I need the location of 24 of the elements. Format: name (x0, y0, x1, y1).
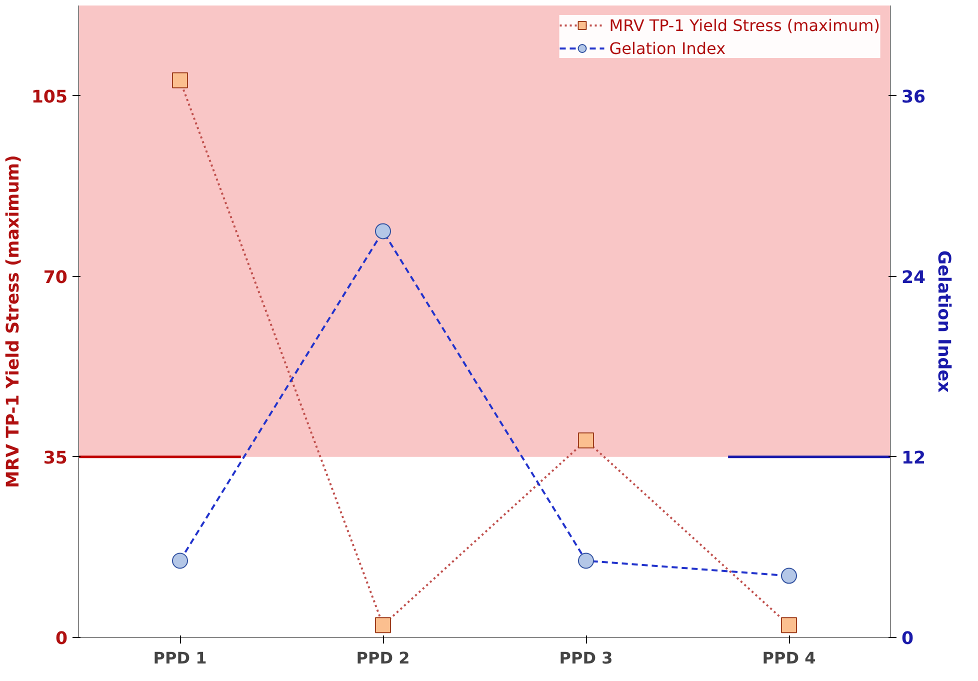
y-axis-title: MRV TP-1 Yield Stress (maximum) (3, 154, 24, 488)
y2-tick-label: 12 (902, 448, 926, 468)
x-tick-label: PPD 2 (356, 648, 410, 668)
legend-label: Gelation Index (609, 38, 726, 58)
x-tick-label: PPD 4 (762, 648, 816, 668)
y-tick-label: 105 (31, 87, 68, 108)
y-tick-label: 35 (43, 448, 68, 468)
y2-axis-title: Gelation Index (934, 250, 954, 393)
y-tick-label: 70 (43, 268, 68, 288)
y-tick-label: 0 (55, 629, 68, 649)
x-tick-label: PPD 3 (559, 648, 613, 668)
point (578, 552, 594, 569)
x-tick-label: PPD 1 (153, 648, 207, 668)
point (172, 552, 188, 569)
y2-tick-label: 24 (902, 268, 926, 288)
point (781, 568, 797, 584)
point (172, 72, 188, 88)
point (375, 617, 391, 634)
point (578, 432, 594, 448)
point (375, 223, 391, 240)
legend-label: MRV TP-1 Yield Stress (maximum) (609, 16, 880, 34)
y2-tick-label: 36 (902, 87, 926, 108)
point (781, 617, 797, 634)
y2-tick-label: 0 (902, 629, 914, 649)
